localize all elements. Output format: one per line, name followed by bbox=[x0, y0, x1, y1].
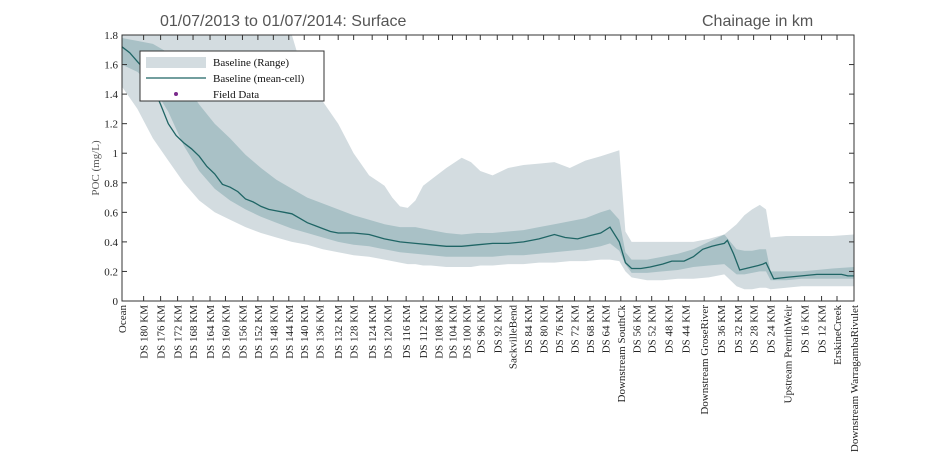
legend-swatch-field bbox=[174, 92, 178, 96]
x-tick-label-41: Upstream PenrithWeir bbox=[783, 305, 795, 404]
x-tick-label-25: DS 84 KM bbox=[523, 305, 535, 354]
legend-label-1: Baseline (mean-cell) bbox=[213, 73, 305, 85]
x-tick-label-23: DS 92 KM bbox=[492, 305, 504, 354]
y-tick-label-3: 0.6 bbox=[104, 207, 118, 219]
chart-title: 01/07/2013 to 01/07/2014: Surface bbox=[160, 13, 407, 30]
x-tick-label-32: DS 56 KM bbox=[631, 305, 643, 354]
x-tick-label-37: DS 36 KM bbox=[716, 305, 728, 354]
x-tick-label-30: DS 64 KM bbox=[600, 305, 612, 354]
x-tick-label-9: DS 148 KM bbox=[268, 305, 280, 359]
y-tick-label-7: 1.4 bbox=[104, 89, 118, 101]
x-tick-label-22: DS 96 KM bbox=[475, 305, 487, 354]
x-tick-label-19: DS 108 KM bbox=[434, 305, 446, 359]
x-tick-label-26: DS 80 KM bbox=[539, 305, 551, 354]
x-tick-label-45: Downstream WarragambaRivulet bbox=[849, 305, 861, 452]
x-tick-label-2: DS 176 KM bbox=[156, 305, 168, 359]
axes: 0 0.2 0.4 0.6 0.8 1 1.2 1.4 1.6 1.8 Ocean DS 180 KM… bbox=[90, 30, 861, 452]
x-tick-label-15: DS 124 KM bbox=[367, 305, 379, 359]
x-tick-label-7: DS 156 KM bbox=[237, 305, 249, 359]
x-tick-label-20: DS 104 KM bbox=[447, 305, 459, 359]
x-tick-label-0: Ocean bbox=[117, 305, 129, 334]
x-tick-label-4: DS 168 KM bbox=[188, 305, 200, 359]
x-tick-label-18: DS 112 KM bbox=[418, 305, 430, 359]
x-tick-label-31: Downstream SouthCk bbox=[616, 305, 628, 403]
x-tick-label-27: DS 76 KM bbox=[554, 305, 566, 354]
x-tick-label-11: DS 140 KM bbox=[299, 305, 311, 359]
chart-subtitle: Chainage in km bbox=[702, 13, 814, 30]
x-tick-label-8: DS 152 KM bbox=[253, 305, 265, 359]
x-tick-label-14: DS 128 KM bbox=[349, 305, 361, 359]
y-tick-label-4: 0.8 bbox=[104, 178, 118, 190]
x-tick-label-5: DS 164 KM bbox=[205, 305, 217, 359]
y-tick-label-9: 1.8 bbox=[104, 30, 118, 42]
mean-lines bbox=[121, 46, 854, 280]
x-tick-label-38: DS 32 KM bbox=[733, 305, 745, 354]
x-tick-label-12: DS 136 KM bbox=[315, 305, 327, 359]
x-tick-label-28: DS 72 KM bbox=[569, 305, 581, 354]
legend-label-2: Field Data bbox=[213, 89, 259, 101]
x-tick-label-3: DS 172 KM bbox=[173, 305, 185, 359]
y-axis-label: POC (mg/L) bbox=[90, 140, 102, 196]
legend: Baseline (Range) Baseline (mean-cell) Fiel… bbox=[139, 50, 325, 102]
mean-line-0 bbox=[121, 46, 854, 280]
x-tick-label-13: DS 132 KM bbox=[333, 305, 345, 359]
x-tick-label-29: DS 68 KM bbox=[585, 305, 597, 354]
y-tick-label-0: 0 bbox=[113, 296, 119, 308]
x-tick-label-16: DS 120 KM bbox=[383, 305, 395, 359]
x-tick-label-21: DS 100 KM bbox=[461, 305, 473, 359]
x-tick-label-35: DS 44 KM bbox=[681, 305, 693, 354]
x-tick-label-17: DS 116 KM bbox=[401, 305, 413, 359]
plot-frame bbox=[121, 34, 855, 302]
y-tick-label-6: 1.2 bbox=[104, 119, 118, 131]
range-band-2 bbox=[122, 38, 854, 281]
x-tick-label-34: DS 48 KM bbox=[664, 305, 676, 354]
y-tick-label-8: 1.6 bbox=[104, 60, 118, 72]
x-tick-label-6: DS 160 KM bbox=[220, 305, 232, 359]
x-tick-label-42: DS 16 KM bbox=[800, 305, 812, 354]
legend-label-0: Baseline (Range) bbox=[213, 57, 289, 69]
y-tick-label-5: 1 bbox=[113, 148, 119, 160]
x-tick-label-1: DS 180 KM bbox=[139, 305, 151, 359]
y-tick-label-1: 0.2 bbox=[104, 266, 118, 278]
x-tick-label-36: Downstream GroseRiver bbox=[699, 305, 711, 415]
x-tick-label-39: DS 28 KM bbox=[749, 305, 761, 354]
legend-swatch-range bbox=[146, 57, 206, 68]
x-tick-label-10: DS 144 KM bbox=[284, 305, 296, 359]
x-tick-label-44: ErskineCreek bbox=[832, 305, 844, 365]
y-tick-label-2: 0.4 bbox=[104, 237, 118, 249]
x-tick-label-40: DS 24 KM bbox=[766, 305, 778, 354]
x-tick-label-43: DS 12 KM bbox=[817, 305, 829, 354]
x-tick-label-24: SackvilleBend bbox=[508, 305, 520, 370]
x-tick-label-33: DS 52 KM bbox=[647, 305, 659, 354]
